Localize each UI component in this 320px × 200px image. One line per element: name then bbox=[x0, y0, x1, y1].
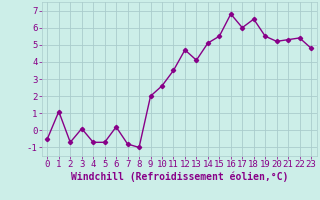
X-axis label: Windchill (Refroidissement éolien,°C): Windchill (Refroidissement éolien,°C) bbox=[70, 172, 288, 182]
